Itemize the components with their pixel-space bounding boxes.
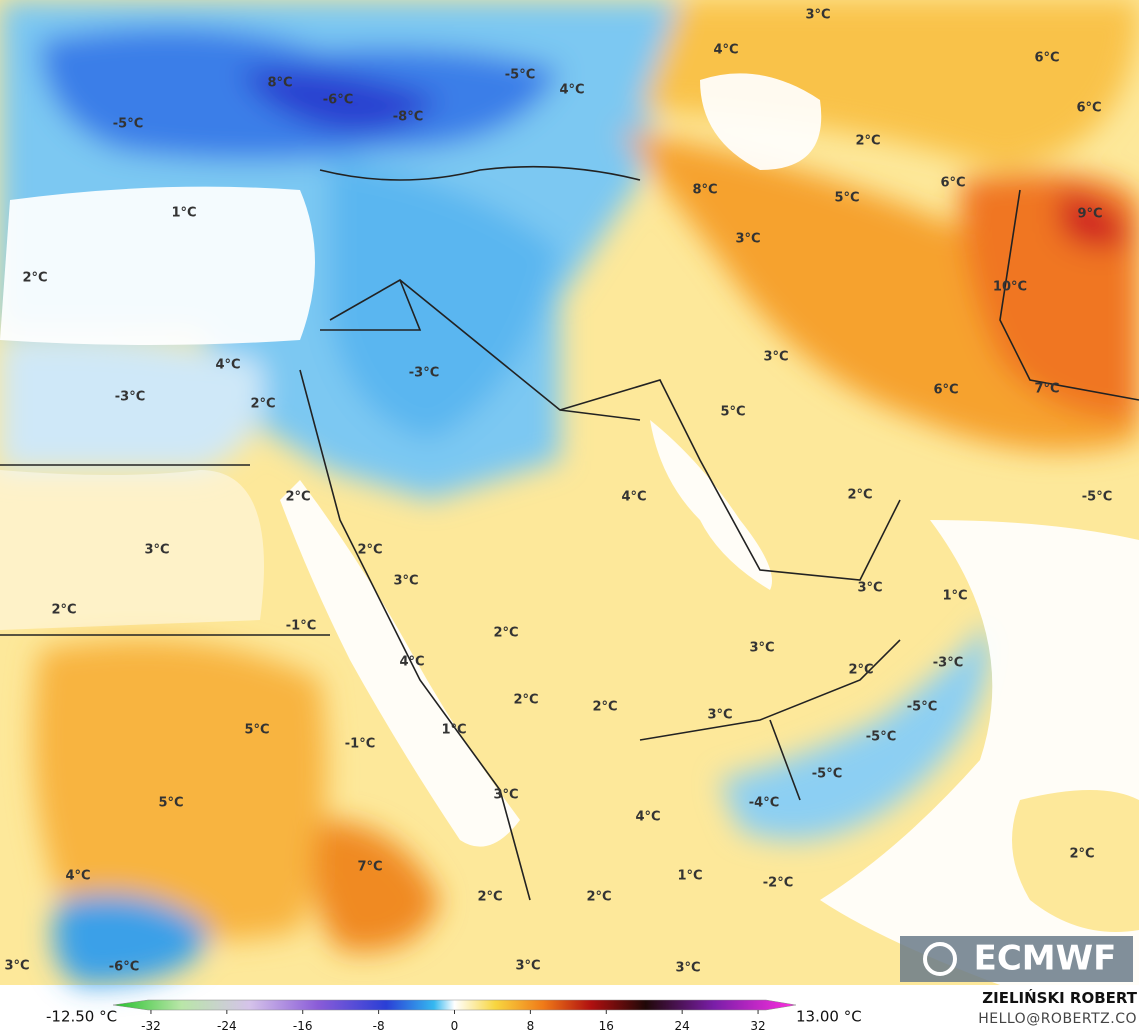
- colorbar-tick-label: 0: [451, 1019, 459, 1033]
- temperature-label: 5°C: [244, 723, 269, 738]
- temperature-label: -5°C: [113, 117, 143, 132]
- colorbar-tick-label: 16: [599, 1019, 614, 1033]
- temperature-label: -8°C: [393, 110, 423, 125]
- temperature-label: 3°C: [493, 788, 518, 803]
- temperature-label: 3°C: [749, 641, 774, 656]
- temperature-label: 6°C: [1034, 51, 1059, 66]
- temperature-label: 3°C: [515, 959, 540, 974]
- temperature-label: 2°C: [592, 700, 617, 715]
- temperature-label: 2°C: [493, 626, 518, 641]
- borders: [0, 165, 1139, 901]
- temperature-label: 4°C: [713, 43, 738, 58]
- temperature-label: -5°C: [907, 700, 937, 715]
- colorbar-tick-label: -8: [373, 1019, 385, 1033]
- temperature-label: -4°C: [749, 796, 779, 811]
- temperature-label: 2°C: [285, 490, 310, 505]
- temperature-label: 2°C: [1069, 847, 1094, 862]
- temperature-label: 1°C: [677, 869, 702, 884]
- temperature-label: -5°C: [812, 767, 842, 782]
- temperature-label: 5°C: [158, 796, 183, 811]
- temperature-label: 3°C: [763, 350, 788, 365]
- temperature-label: 3°C: [675, 961, 700, 976]
- logo-text: ECMWF: [974, 939, 1117, 979]
- temperature-label: 5°C: [720, 405, 745, 420]
- temperature-label: 6°C: [1076, 101, 1101, 116]
- temperature-label: 4°C: [621, 490, 646, 505]
- temperature-label: 2°C: [250, 397, 275, 412]
- colorbar-tick-label: -24: [217, 1019, 237, 1033]
- temperature-label: 3°C: [735, 232, 760, 247]
- temperature-field: [0, 0, 1139, 985]
- colorbar-max: 13.00 °C: [796, 1008, 862, 1026]
- temperature-label: 7°C: [357, 860, 382, 875]
- colorbar-tick-label: 8: [527, 1019, 535, 1033]
- temperature-label: 8°C: [267, 76, 292, 91]
- temperature-label: 3°C: [393, 574, 418, 589]
- temperature-label: -3°C: [115, 390, 145, 405]
- temperature-label: 4°C: [65, 869, 90, 884]
- temperature-label: 2°C: [847, 488, 872, 503]
- temperature-label: 2°C: [51, 603, 76, 618]
- temperature-label: -1°C: [286, 619, 316, 634]
- temperature-label: 6°C: [933, 383, 958, 398]
- temperature-label: -6°C: [109, 960, 139, 975]
- temperature-label: 2°C: [848, 663, 873, 678]
- temperature-label: -5°C: [505, 68, 535, 83]
- temperature-label: 4°C: [559, 83, 584, 98]
- temperature-label: 1°C: [942, 589, 967, 604]
- temperature-label: 8°C: [692, 183, 717, 198]
- temperature-label: 10°C: [993, 280, 1027, 295]
- temperature-label: 1°C: [441, 723, 466, 738]
- temperature-label: 3°C: [707, 708, 732, 723]
- temperature-label: 2°C: [477, 890, 502, 905]
- temperature-label: 7°C: [1034, 382, 1059, 397]
- temperature-label: 6°C: [940, 176, 965, 191]
- temperature-label: 2°C: [855, 134, 880, 149]
- colorbar-tick-label: -16: [293, 1019, 313, 1033]
- colorbar-gradient: [112, 999, 797, 1011]
- temperature-label: -3°C: [409, 366, 439, 381]
- contact: HELLO@ROBERTZ.CO: [978, 1011, 1137, 1027]
- temperature-label: 5°C: [834, 191, 859, 206]
- temperature-label: 3°C: [857, 581, 882, 596]
- temperature-label: 2°C: [22, 271, 47, 286]
- temperature-label: -2°C: [763, 876, 793, 891]
- author: ZIELIŃSKI ROBERT: [982, 988, 1137, 1007]
- temperature-label: -3°C: [933, 656, 963, 671]
- colorbar-tick-label: -32: [141, 1019, 161, 1033]
- temperature-label: 2°C: [586, 890, 611, 905]
- colorbar-min: -12.50 °C: [46, 1008, 117, 1026]
- temperature-label: 4°C: [215, 358, 240, 373]
- temperature-label: 4°C: [399, 655, 424, 670]
- temperature-label: 9°C: [1077, 207, 1102, 222]
- temperature-label: -5°C: [1082, 490, 1112, 505]
- temperature-label: 2°C: [513, 693, 538, 708]
- temperature-label: 4°C: [635, 810, 660, 825]
- temperature-label: 3°C: [4, 959, 29, 974]
- colorbar-tick-label: 32: [750, 1019, 765, 1033]
- temperature-label: 1°C: [171, 206, 196, 221]
- colorbar: -12.50 °C 13.00 °C -32 -24 -16 -8 0 8 16 24 32: [46, 999, 862, 1033]
- temperature-label: 3°C: [805, 8, 830, 23]
- colorbar-tick-label: 24: [675, 1019, 690, 1033]
- temperature-label: -6°C: [323, 93, 353, 108]
- temperature-label: 2°C: [357, 543, 382, 558]
- temperature-label: -1°C: [345, 737, 375, 752]
- logo: ECMWF: [900, 936, 1133, 982]
- temperature-label: 3°C: [144, 543, 169, 558]
- temperature-labels: 3°C 4°C 6°C 8°C -5°C -6°C 4°C 6°C -8°C -5°C 2°C 6°C…: [4, 8, 1112, 976]
- temperature-label: -5°C: [866, 730, 896, 745]
